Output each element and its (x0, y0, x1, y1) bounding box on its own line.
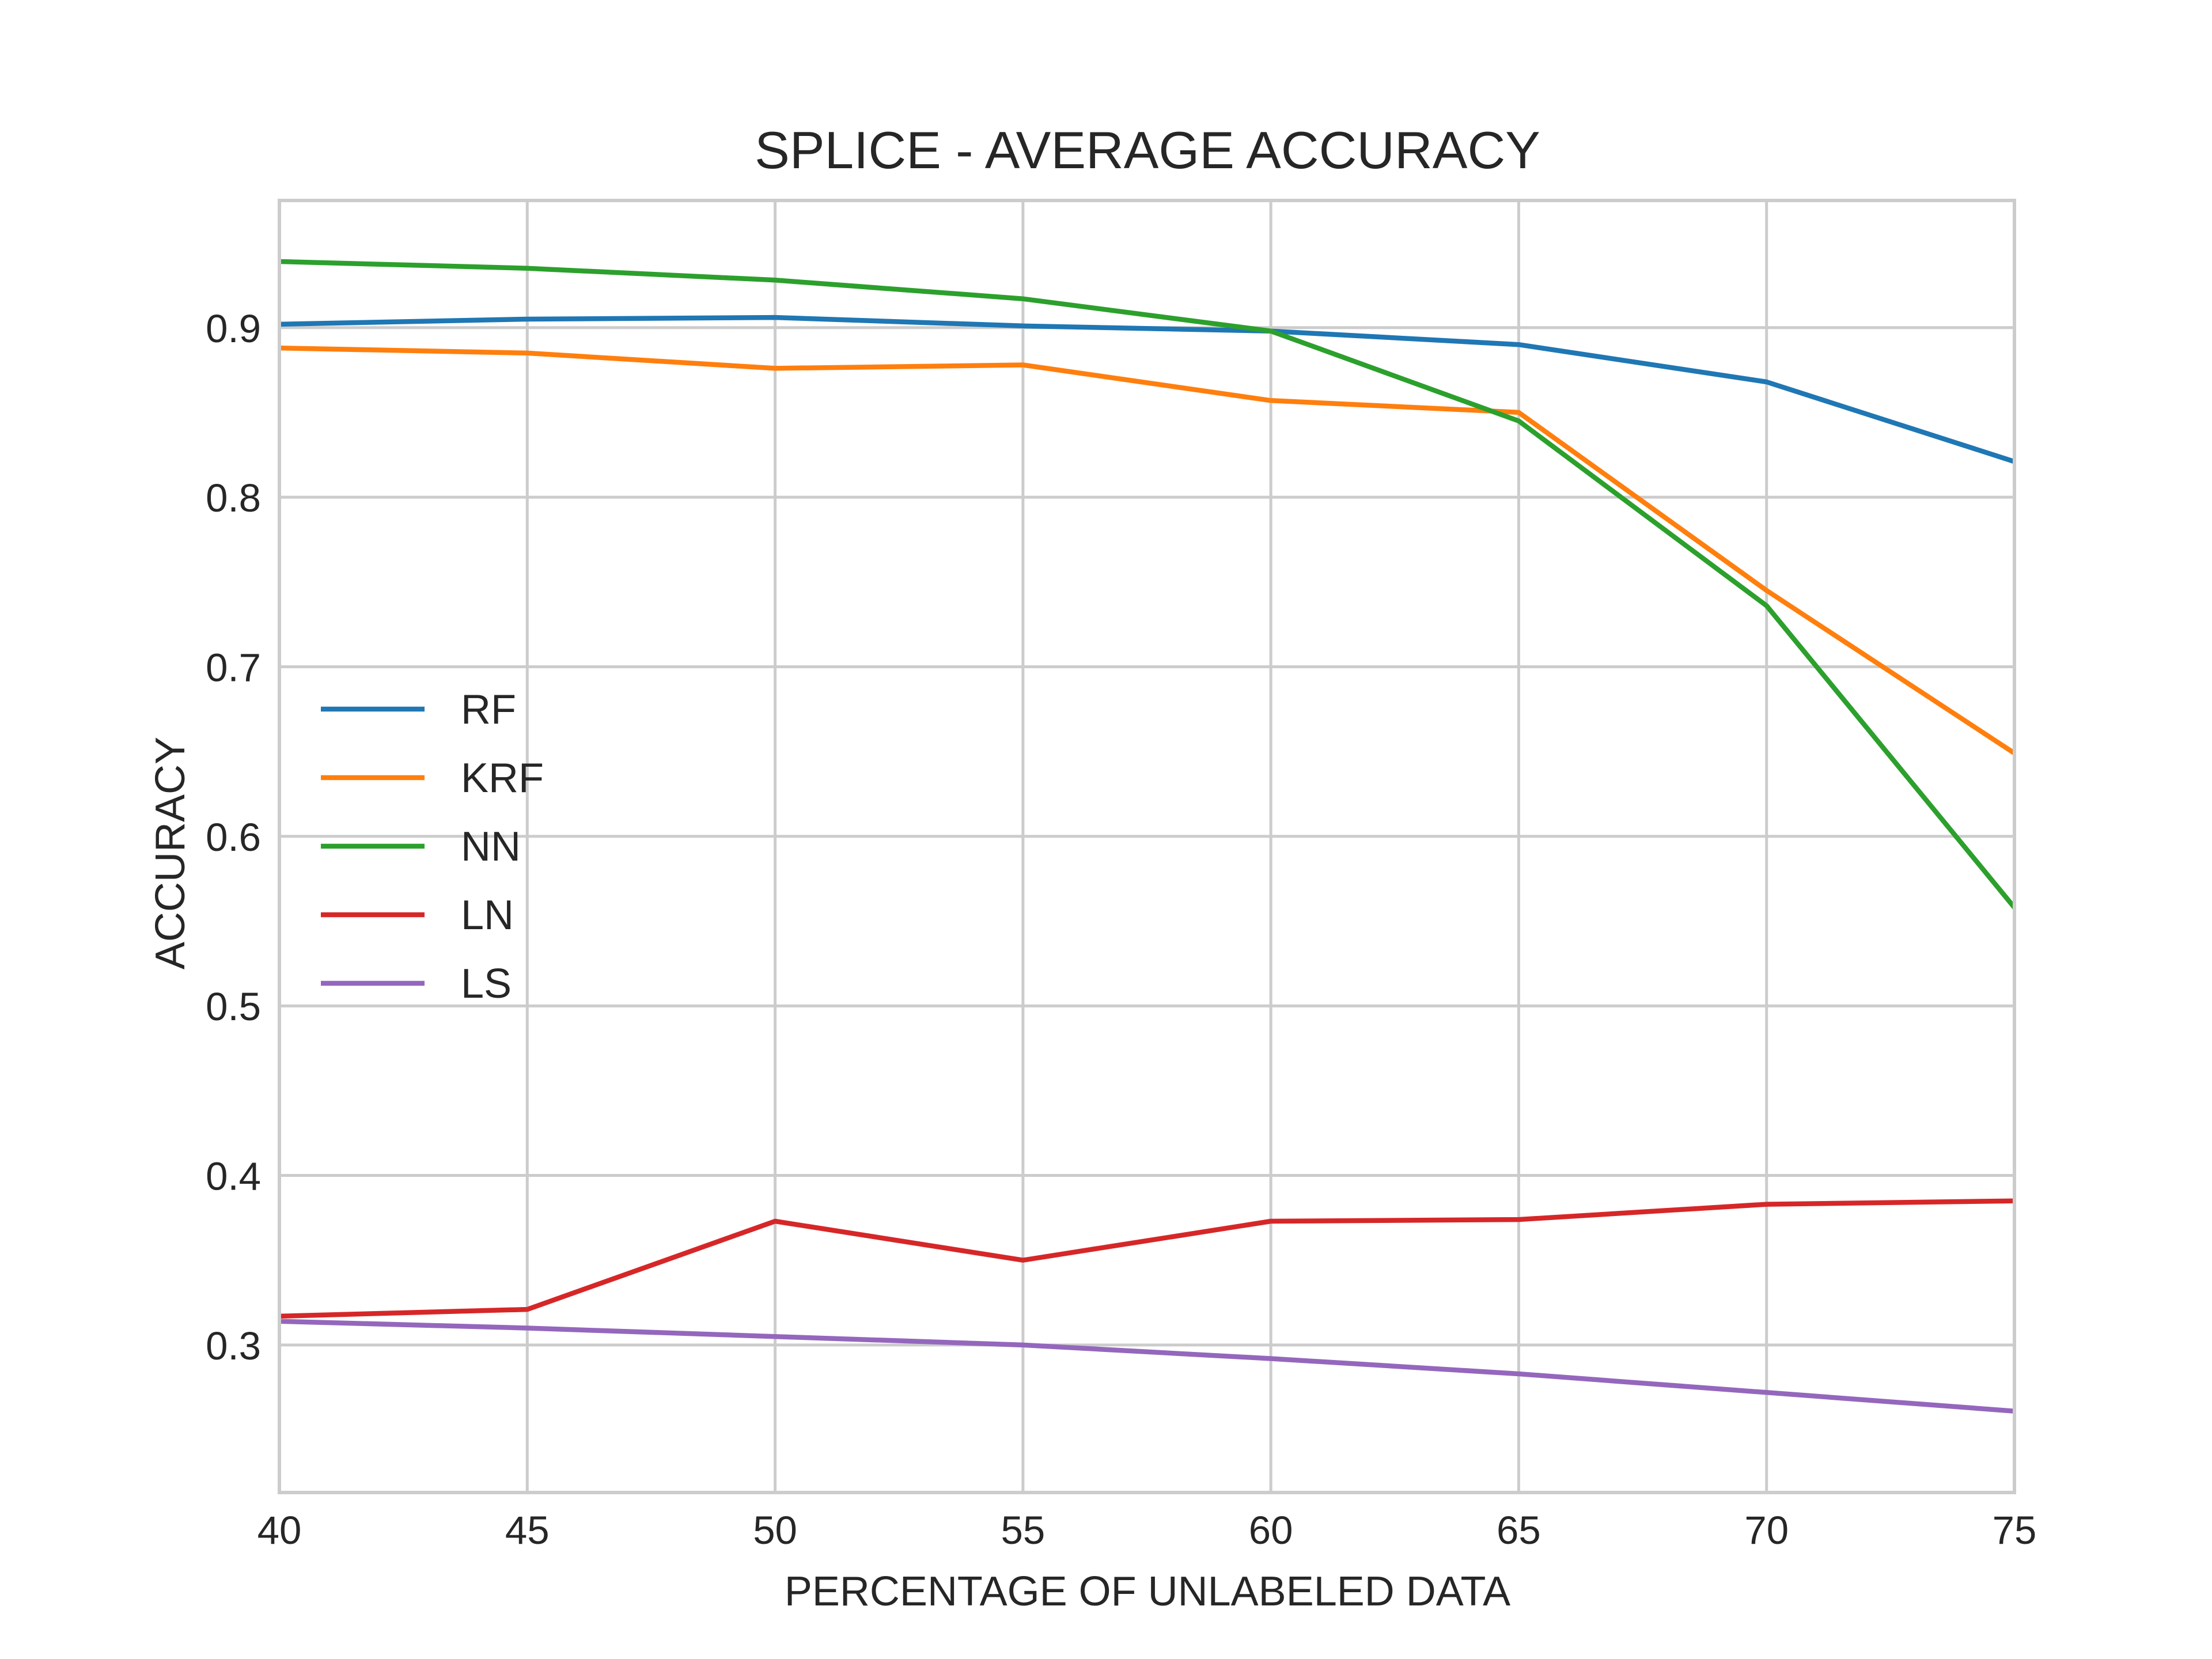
legend-label-krf: KRF (461, 755, 544, 801)
legend-label-nn: NN (461, 824, 521, 870)
x-tick-label: 65 (1497, 1508, 1541, 1552)
plot-frame (278, 199, 2016, 1494)
legend-label-ln: LN (461, 892, 514, 938)
x-tick-label: 50 (753, 1508, 797, 1552)
series-line-rf (279, 315, 2016, 464)
series-line-krf (279, 345, 2016, 756)
legend-label-ls: LS (461, 961, 512, 1007)
y-tick-label: 0.6 (206, 815, 261, 859)
y-tick-labels: 0.3 0.4 0.5 0.6 0.7 0.8 0.9 (206, 306, 261, 1368)
series-line-ls (279, 1319, 2015, 1414)
x-axis-title: PERCENTAGE OF UNLABELED DATA (785, 1569, 1510, 1615)
y-tick-label: 0.8 (206, 476, 261, 520)
legend: RF KRF NN LN LS (321, 687, 544, 1007)
series-line-nn (279, 259, 2017, 910)
y-tick-label: 0.9 (206, 306, 261, 351)
y-tick-label: 0.7 (206, 645, 261, 690)
x-tick-label: 45 (505, 1508, 550, 1552)
chart-title: SPLICE - AVERAGE ACCURACY (755, 122, 1540, 180)
y-tick-label: 0.3 (206, 1324, 261, 1368)
series-line-ln (279, 1198, 2015, 1319)
x-tick-label: 40 (257, 1508, 302, 1552)
x-tick-label: 75 (1993, 1508, 2037, 1552)
y-axis-title: ACCURACY (147, 737, 194, 969)
y-tick-label: 0.5 (206, 984, 261, 1029)
x-tick-label: 60 (1249, 1508, 1293, 1552)
y-tick-label: 0.4 (206, 1154, 261, 1199)
legend-label-rf: RF (461, 687, 516, 733)
x-tick-labels: 40 45 50 55 60 65 70 75 (257, 1508, 2037, 1552)
grid (278, 200, 2016, 1493)
series-lines (279, 259, 2017, 1414)
x-tick-label: 70 (1744, 1508, 1789, 1552)
x-tick-label: 55 (1001, 1508, 1045, 1552)
